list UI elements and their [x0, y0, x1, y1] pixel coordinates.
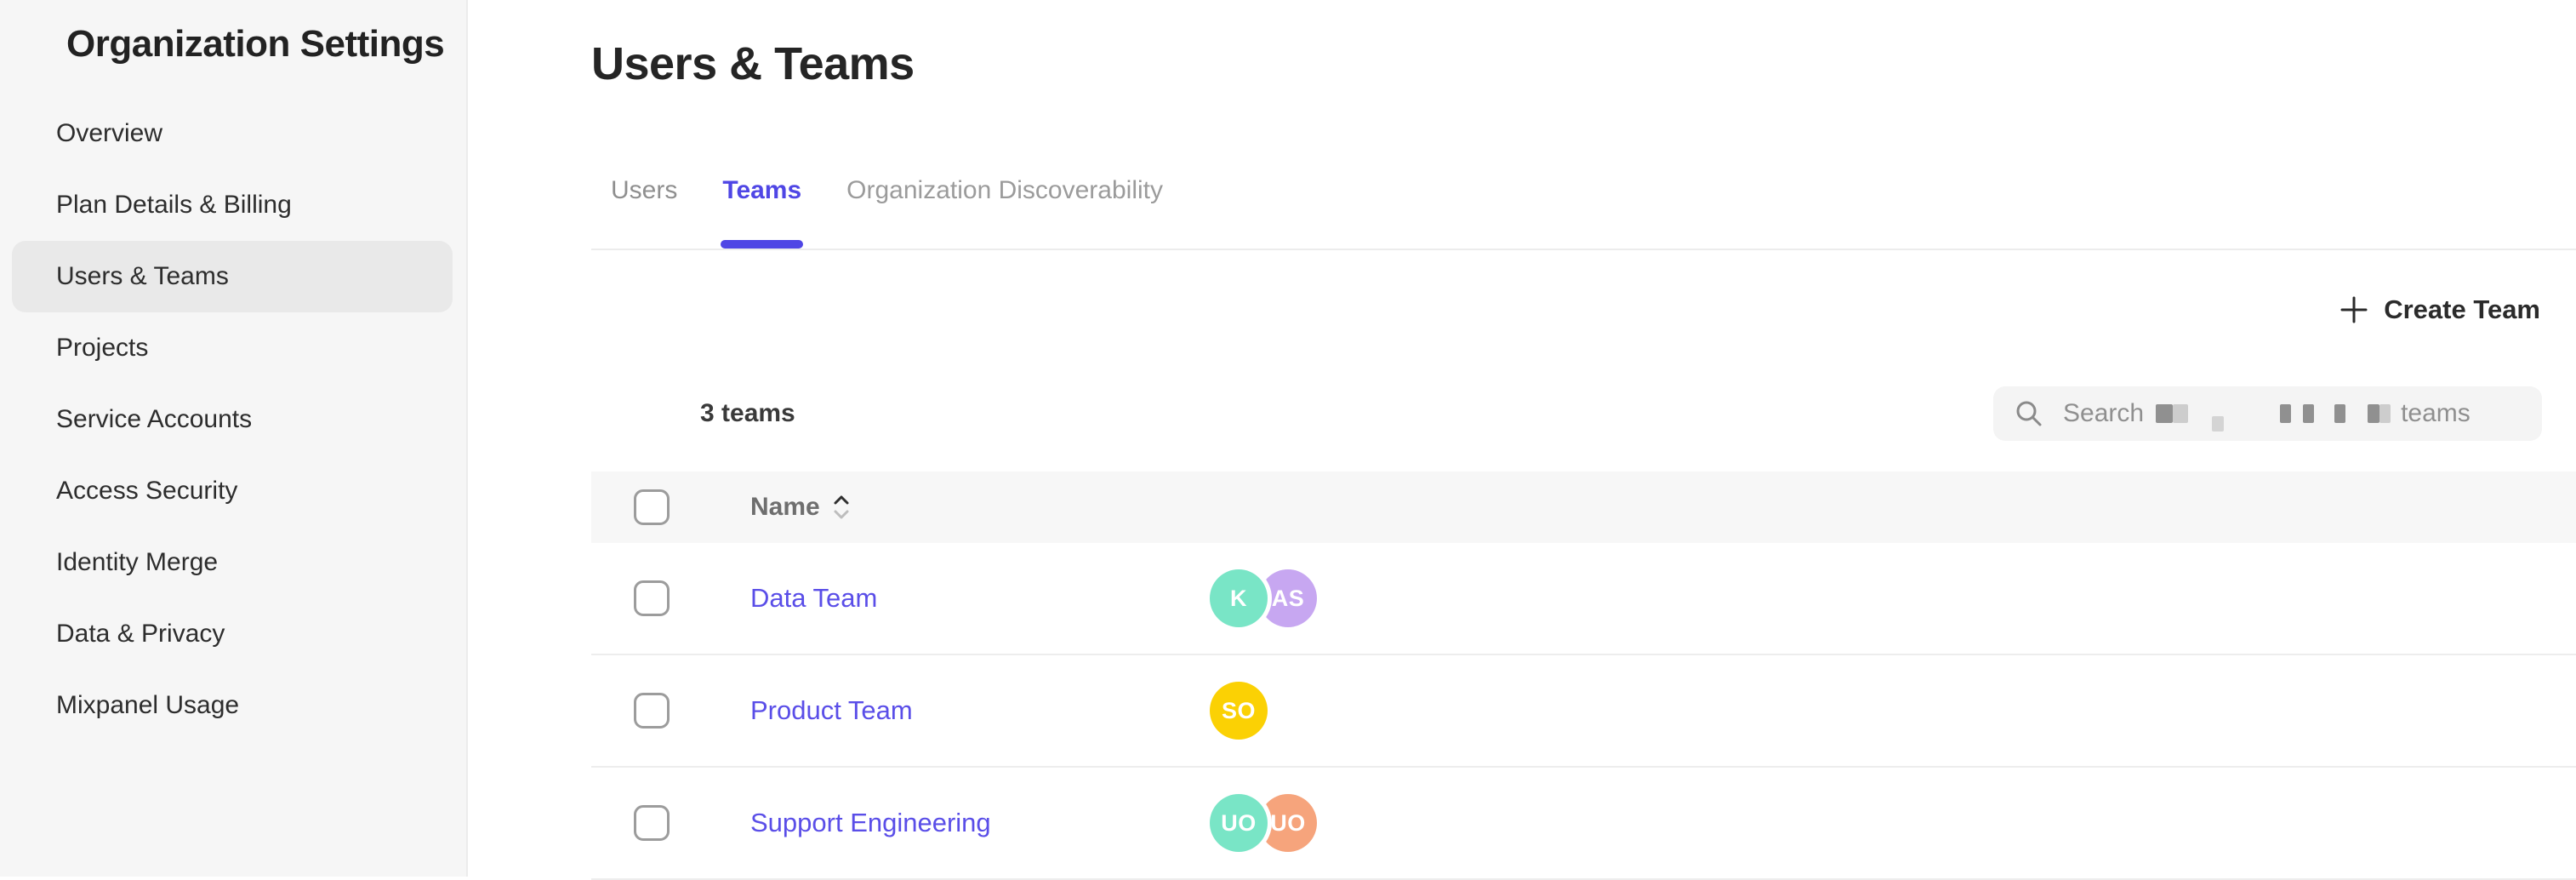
row-checkbox-cell — [591, 805, 750, 841]
sidebar-item-overview[interactable]: Overview — [56, 118, 163, 147]
table-row: Data Team K AS — [591, 543, 2576, 655]
search-placeholder-suffix: teams — [2401, 399, 2471, 427]
row-checkbox-cell — [591, 580, 750, 616]
sidebar-item-access-security[interactable]: Access Security — [56, 476, 238, 505]
sort-icon[interactable] — [832, 493, 851, 522]
sidebar-item-mixpanel-usage[interactable]: Mixpanel Usage — [56, 690, 240, 719]
search-placeholder: Search teams — [2063, 399, 2471, 431]
team-link-data-team[interactable]: Data Team — [750, 583, 878, 613]
redacted-text-block — [2334, 404, 2346, 423]
teams-table-header: Name — [591, 471, 2576, 543]
create-team-label: Create Team — [2384, 294, 2540, 324]
settings-sidebar: Organization Settings Overview Plan Deta… — [0, 0, 468, 877]
sidebar-item-users-teams[interactable]: Users & Teams — [12, 240, 453, 312]
header-name-cell: Name — [750, 493, 1210, 522]
teams-count: 3 teams — [700, 399, 795, 427]
plus-icon — [2340, 296, 2368, 323]
chevron-down-icon — [834, 510, 849, 519]
member-avatars: K AS — [1210, 569, 1317, 627]
select-all-checkbox[interactable] — [634, 489, 670, 525]
row-checkbox-data-team[interactable] — [634, 580, 670, 616]
tab-bar: Users Teams Organization Discoverability — [591, 174, 2576, 250]
chevron-up-icon — [834, 495, 849, 505]
tab-teams[interactable]: Teams — [721, 174, 803, 249]
redacted-text-block — [2368, 404, 2380, 423]
search-teams-input[interactable]: Search teams — [1993, 386, 2542, 441]
redacted-text-block — [2212, 416, 2225, 431]
sidebar-nav: Overview Plan Details & Billing Users & … — [0, 98, 466, 741]
member-avatars: SO — [1210, 682, 1268, 740]
redacted-text-block — [2303, 404, 2315, 423]
row-checkbox-cell — [591, 693, 750, 729]
redacted-text-block — [2280, 404, 2292, 423]
table-row: Product Team SO — [591, 655, 2576, 768]
name-column-header: Name — [750, 493, 820, 521]
avatar: AS — [1259, 569, 1317, 627]
tab-organization-discoverability[interactable]: Organization Discoverability — [846, 176, 1163, 204]
row-checkbox-product-team[interactable] — [634, 693, 670, 729]
sidebar-item-identity-merge[interactable]: Identity Merge — [56, 547, 219, 576]
main-content: Users & Teams Users Teams Organization D… — [468, 0, 2576, 880]
redacted-text-block — [2379, 404, 2391, 423]
create-team-button[interactable]: Create Team — [2338, 291, 2542, 329]
team-link-product-team[interactable]: Product Team — [750, 695, 913, 725]
avatar: K — [1210, 569, 1268, 627]
member-avatars: UO UO — [1210, 794, 1317, 852]
actions-row: Create Team — [591, 291, 2542, 329]
avatar: UO — [1259, 794, 1317, 852]
header-checkbox-cell — [591, 489, 750, 525]
tab-users[interactable]: Users — [611, 176, 678, 204]
row-checkbox-support-engineering[interactable] — [634, 805, 670, 841]
avatar: SO — [1210, 682, 1268, 740]
sidebar-title: Organization Settings — [66, 23, 445, 65]
filter-row: 3 teams Search teams — [591, 386, 2542, 441]
teams-table: Name Data Team K A — [591, 471, 2576, 880]
sidebar-item-plan-details-billing[interactable]: Plan Details & Billing — [56, 190, 292, 219]
sidebar-item-data-privacy[interactable]: Data & Privacy — [56, 619, 225, 648]
avatar: UO — [1210, 794, 1268, 852]
team-link-support-engineering[interactable]: Support Engineering — [750, 808, 991, 837]
redacted-text-block — [2173, 404, 2189, 423]
sidebar-item-service-accounts[interactable]: Service Accounts — [56, 404, 253, 433]
search-icon — [2016, 401, 2042, 426]
redacted-text-block — [2156, 404, 2174, 423]
sidebar-item-projects[interactable]: Projects — [56, 333, 149, 362]
search-placeholder-prefix: Search — [2063, 399, 2145, 427]
page-title: Users & Teams — [591, 38, 915, 89]
table-row: Support Engineering UO UO — [591, 768, 2576, 880]
